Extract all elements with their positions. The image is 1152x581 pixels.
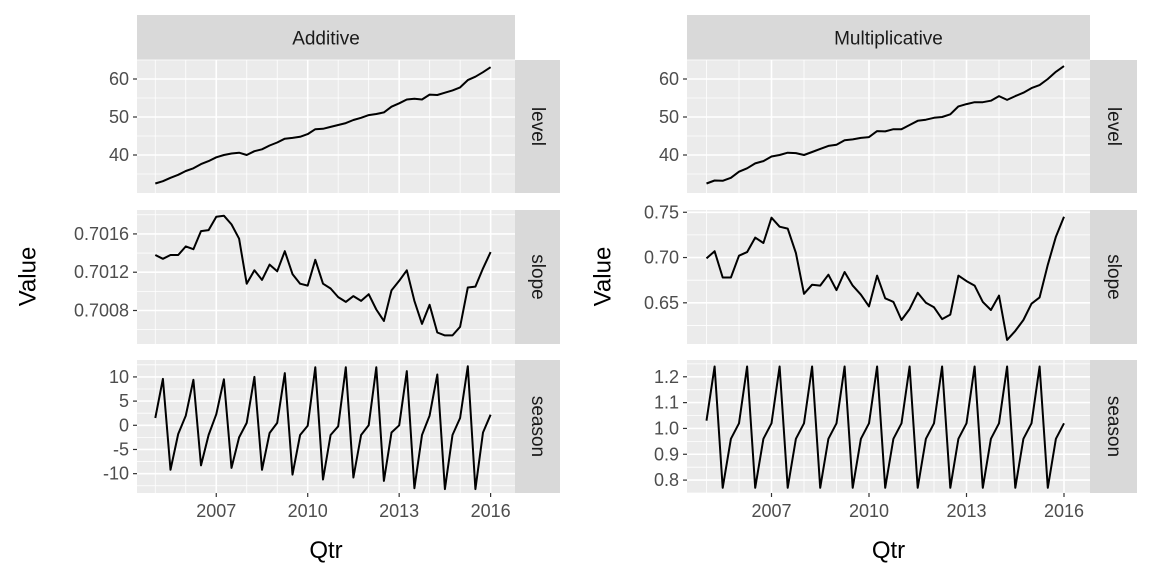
y-tick-label: 0.75 (644, 202, 679, 222)
x-tick-label: 2016 (471, 501, 511, 521)
series-line-level (706, 65, 1065, 185)
y-tick-label: 40 (109, 145, 129, 165)
x-tick-label: 2013 (379, 501, 419, 521)
y-tick-label: 50 (109, 107, 129, 127)
x-axis-title: Qtr (872, 537, 905, 564)
series-line-slope (154, 214, 492, 337)
y-axis-title: Value (15, 247, 42, 307)
facet-title-1: Multiplicative (834, 29, 943, 50)
x-tick-label: 2010 (849, 501, 889, 521)
x-tick-label: 2016 (1044, 501, 1084, 521)
y-tick-label: 10 (109, 367, 129, 387)
y-tick-label: 0.70 (644, 248, 679, 268)
row-strip-1-1 (1090, 210, 1137, 344)
y-tick-label: 1.1 (654, 393, 679, 413)
panel-bg-0-1 (137, 210, 515, 344)
y-tick-label: 0 (119, 415, 129, 435)
row-strip-1-0 (1090, 60, 1137, 193)
y-tick-label: 0.7008 (74, 301, 129, 321)
series-line-level (155, 66, 492, 185)
y-tick-label: 60 (659, 69, 679, 89)
panel-bg-0-2 (137, 360, 515, 493)
facet-title-0: Additive (292, 29, 360, 50)
y-tick-label: 0.65 (644, 293, 679, 313)
y-tick-label: 0.7016 (74, 224, 129, 244)
x-axis-title: Qtr (309, 537, 342, 564)
y-axis-title: Value (590, 247, 617, 307)
panel-bg-1-0 (687, 60, 1090, 193)
row-strip-label: level (1103, 107, 1124, 146)
y-tick-label: 0.7012 (74, 262, 129, 282)
facet-strip-1 (687, 15, 1090, 60)
y-tick-label: 40 (659, 145, 679, 165)
facet-strip-0 (137, 15, 515, 60)
row-strip-0-2 (515, 360, 560, 493)
y-tick-label: 5 (119, 391, 129, 411)
x-tick-label: 2007 (196, 501, 236, 521)
series-line-season (154, 365, 492, 491)
row-strip-1-2 (1090, 360, 1137, 493)
y-tick-label: 0.9 (654, 444, 679, 464)
row-strip-label: season (527, 396, 548, 457)
y-tick-label: 60 (109, 69, 129, 89)
row-strip-label: slope (1103, 254, 1124, 299)
row-strip-0-0 (515, 60, 560, 193)
y-tick-label: -10 (103, 464, 129, 484)
row-strip-label: season (1103, 396, 1124, 457)
x-tick-label: 2010 (288, 501, 328, 521)
row-strip-0-1 (515, 210, 560, 344)
series-line-slope (705, 216, 1065, 341)
y-tick-label: 50 (659, 107, 679, 127)
y-tick-label: -5 (113, 439, 129, 459)
x-tick-label: 2007 (751, 501, 791, 521)
x-tick-label: 2013 (946, 501, 986, 521)
panel-bg-1-1 (687, 210, 1090, 344)
y-tick-label: 0.8 (654, 470, 679, 490)
row-strip-label: slope (527, 254, 548, 299)
y-tick-label: 1.2 (654, 367, 679, 387)
row-strip-label: level (527, 107, 548, 146)
y-tick-label: 1.0 (654, 418, 679, 438)
series-line-season (705, 365, 1065, 489)
panel-bg-0-0 (137, 60, 515, 193)
